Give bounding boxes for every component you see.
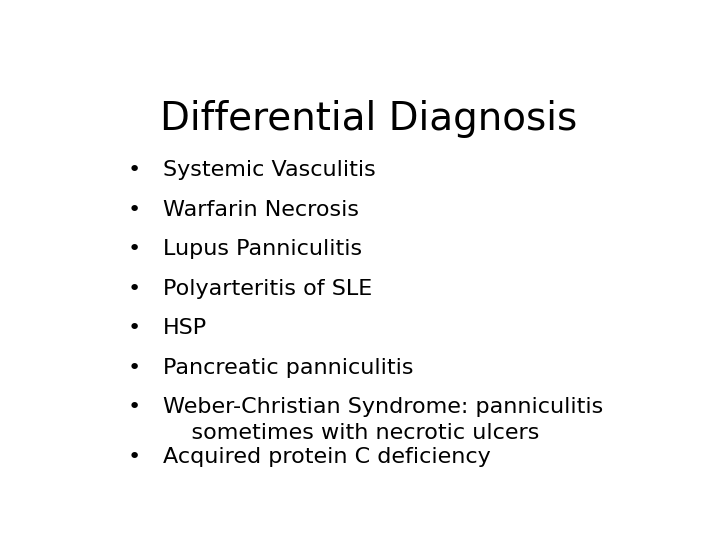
- Text: Weber-Christian Syndrome: panniculitis
    sometimes with necrotic ulcers: Weber-Christian Syndrome: panniculitis s…: [163, 397, 603, 443]
- Text: •: •: [128, 447, 141, 467]
- Text: •: •: [128, 239, 141, 259]
- Text: •: •: [128, 200, 141, 220]
- Text: Pancreatic panniculitis: Pancreatic panniculitis: [163, 358, 413, 378]
- Text: Systemic Vasculitis: Systemic Vasculitis: [163, 160, 375, 180]
- Text: Warfarin Necrosis: Warfarin Necrosis: [163, 200, 359, 220]
- Text: •: •: [128, 279, 141, 299]
- Text: Differential Diagnosis: Differential Diagnosis: [161, 100, 577, 138]
- Text: Acquired protein C deficiency: Acquired protein C deficiency: [163, 447, 490, 467]
- Text: •: •: [128, 358, 141, 378]
- Text: •: •: [128, 319, 141, 339]
- Text: •: •: [128, 397, 141, 417]
- Text: HSP: HSP: [163, 319, 207, 339]
- Text: Polyarteritis of SLE: Polyarteritis of SLE: [163, 279, 372, 299]
- Text: •: •: [128, 160, 141, 180]
- Text: Lupus Panniculitis: Lupus Panniculitis: [163, 239, 361, 259]
